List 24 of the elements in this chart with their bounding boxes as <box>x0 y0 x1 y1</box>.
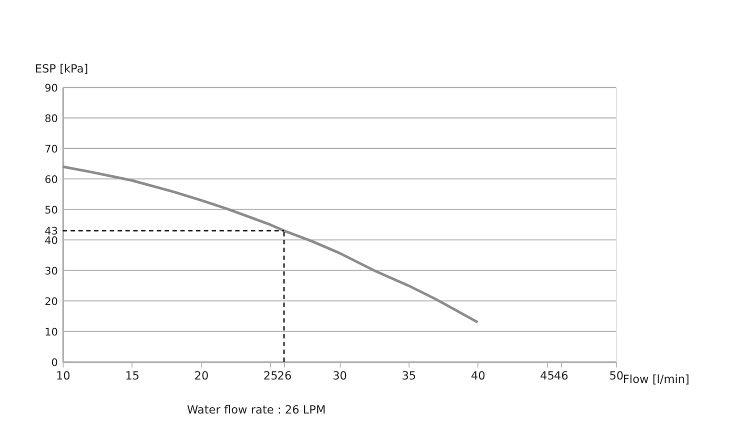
x-tick-label: 40 <box>470 368 486 383</box>
y-tick-label: 60 <box>44 174 58 186</box>
y-tick-label: 40 <box>44 234 58 247</box>
y-tick-label: 70 <box>44 143 58 156</box>
text: Water flow rate : 26 LPM <box>186 402 326 416</box>
y-tick-label: 0 <box>51 356 58 369</box>
x-tick-label: 10 <box>56 368 70 383</box>
x-tick-label: 45 <box>540 368 554 383</box>
x-tick-label: 46 <box>554 368 568 383</box>
x-axis-title: Flow [l/min] <box>622 372 690 386</box>
y-tick-label: 30 <box>44 265 58 278</box>
y-tick-label: 90 <box>44 82 58 94</box>
x-tick-label: 50 <box>609 368 624 383</box>
y-axis-title: ESP [kPa] <box>34 62 88 76</box>
x-tick-label: 30 <box>332 368 347 383</box>
y-tick-label: 80 <box>44 112 58 125</box>
y-tick-label: 50 <box>44 204 58 216</box>
y-tick-label: 10 <box>44 326 58 338</box>
x-tick-label: 25 <box>263 368 278 383</box>
x-tick-label: 20 <box>194 368 209 383</box>
x-tick-label: 15 <box>125 368 140 383</box>
x-tick-label: 26 <box>277 368 292 383</box>
y-tick-label: 20 <box>44 296 58 308</box>
x-tick-label: 35 <box>402 368 416 383</box>
